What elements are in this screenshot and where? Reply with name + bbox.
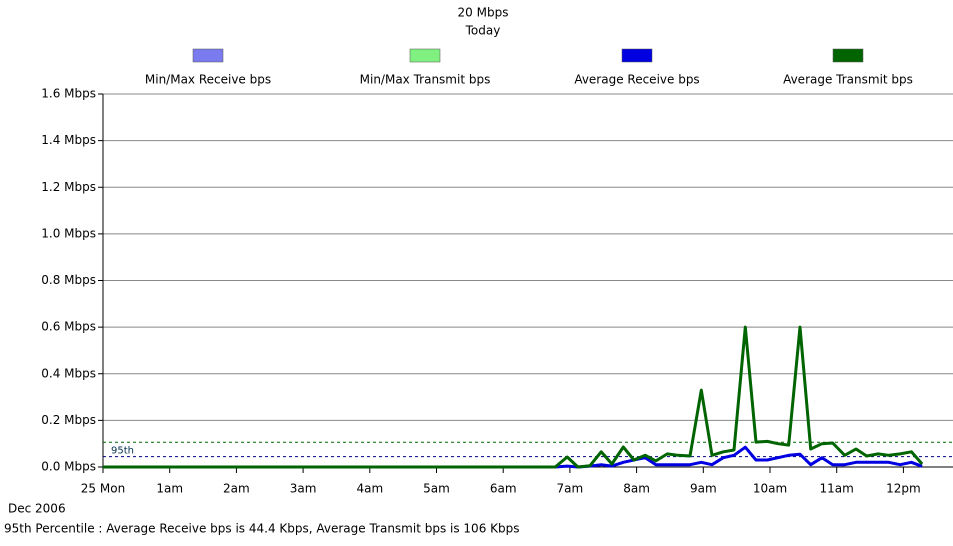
x-tick-label: 11am bbox=[820, 482, 854, 496]
x-tick-label: 8am bbox=[623, 482, 650, 496]
x-tick-label: 4am bbox=[356, 482, 383, 496]
legend-swatch bbox=[621, 48, 653, 63]
x-tick-label: 5am bbox=[423, 482, 450, 496]
legend-swatch bbox=[192, 48, 224, 63]
y-tick-label: 0.6 Mbps bbox=[41, 320, 96, 334]
date-label: Dec 2006 bbox=[8, 502, 66, 516]
period: Today bbox=[465, 24, 501, 38]
x-tick-label: 7am bbox=[557, 482, 584, 496]
legend-label: Average Receive bps bbox=[574, 73, 699, 87]
x-tick-label: 9am bbox=[690, 482, 717, 496]
y-tick-label: 0.8 Mbps bbox=[41, 273, 96, 287]
legend-label: Min/Max Transmit bps bbox=[360, 73, 491, 87]
y-tick-label: 1.2 Mbps bbox=[41, 180, 96, 194]
legend-label: Average Transmit bps bbox=[783, 73, 913, 87]
y-tick-label: 0.2 Mbps bbox=[41, 413, 96, 427]
series-line bbox=[103, 445, 923, 469]
x-tick-label: 3am bbox=[290, 482, 317, 496]
y-tick-label: 1.4 Mbps bbox=[41, 133, 96, 147]
y-tick-label: 0.0 Mbps bbox=[41, 460, 96, 474]
percentile-label: 95th bbox=[111, 445, 134, 456]
legend-swatch bbox=[832, 48, 864, 63]
subtitle: 20 Mbps bbox=[458, 6, 509, 20]
x-tick-label: 12pm bbox=[886, 482, 921, 496]
footer: 95th Percentile : Average Receive bps is… bbox=[4, 522, 520, 536]
y-tick-label: 1.6 Mbps bbox=[41, 87, 96, 101]
x-tick-label: 6am bbox=[490, 482, 517, 496]
legend-label: Min/Max Receive bps bbox=[145, 73, 271, 87]
x-tick-label: 10am bbox=[753, 482, 787, 496]
y-tick-label: 1.0 Mbps bbox=[41, 226, 96, 240]
x-tick-label: 1am bbox=[156, 482, 183, 496]
x-tick-label: 25 Mon bbox=[81, 482, 125, 496]
y-tick-label: 0.4 Mbps bbox=[41, 366, 96, 380]
legend-swatch bbox=[409, 48, 441, 63]
series-line bbox=[103, 325, 924, 469]
x-tick-label: 2am bbox=[223, 482, 250, 496]
